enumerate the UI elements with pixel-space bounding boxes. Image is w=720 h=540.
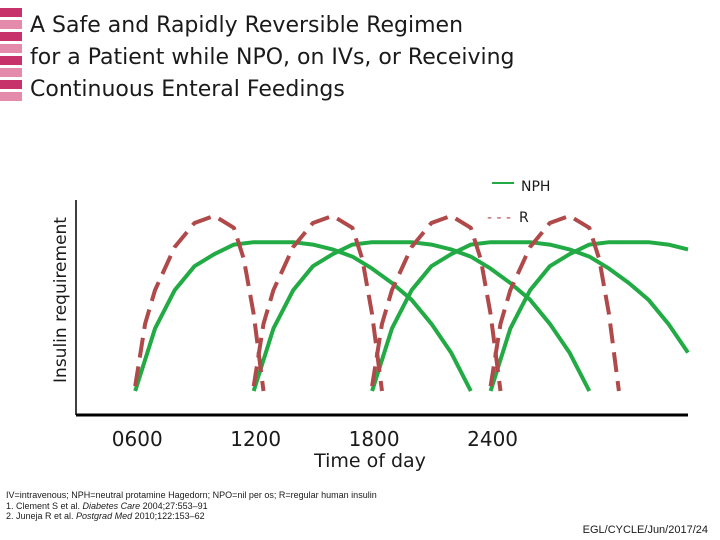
nph-dose-curve-2 xyxy=(251,240,592,392)
nph-dose-curve-1 xyxy=(133,240,473,392)
reference-1-suffix: 2004;27:553–91 xyxy=(140,500,208,511)
chart-curves xyxy=(133,213,690,392)
reference-2-journal: Postgrad Med xyxy=(76,511,133,521)
accent-stripe xyxy=(0,68,22,77)
x-tick-label-1200: 1200 xyxy=(230,427,281,451)
title-accent-stripes xyxy=(0,8,22,104)
accent-stripe xyxy=(0,44,22,53)
reference-1-journal: Diabetes Care xyxy=(82,500,141,511)
title-line-2: for a Patient while NPO, on IVs, or Rece… xyxy=(30,45,515,70)
reference-2-suffix: 2010;122:153–62 xyxy=(132,511,205,521)
slide-code: EGL/CYCLE/Jun/2017/24 xyxy=(582,524,708,536)
accent-stripe xyxy=(0,56,22,65)
r-dose-curve-2 xyxy=(251,213,384,392)
x-tick-label-0600: 0600 xyxy=(112,427,163,451)
title-line-1: A Safe and Rapidly Reversible Regimen xyxy=(30,13,464,38)
y-axis-label: Insulin requirement xyxy=(51,217,71,383)
accent-stripe xyxy=(0,20,22,29)
slide-title: A Safe and Rapidly Reversible Regimen fo… xyxy=(30,10,630,106)
legend-nph-label: NPH xyxy=(521,179,550,195)
accent-stripe xyxy=(0,80,22,89)
reference-2: 2. Juneja R et al. Postgrad Med 2010;122… xyxy=(6,511,466,522)
reference-1-prefix: 1. Clement S et al. xyxy=(6,500,83,511)
x-tick-labels: 0600 1200 1800 2400 xyxy=(112,427,518,451)
x-axis-label: Time of day xyxy=(313,450,426,472)
accent-stripe xyxy=(0,32,22,41)
nph-dose-curve-3 xyxy=(370,240,690,392)
legend-r-swatch: - - - xyxy=(487,210,511,226)
chart-legend: NPH - - - R xyxy=(487,179,550,226)
x-tick-label-1800: 1800 xyxy=(349,427,400,451)
x-tick-label-2400: 2400 xyxy=(467,427,518,451)
abbreviations-note: IV=intravenous; NPH=neutral protamine Ha… xyxy=(6,490,377,500)
nph-dose-curve-4 xyxy=(488,240,689,392)
accent-stripe xyxy=(0,92,22,101)
accent-stripe xyxy=(0,8,22,17)
legend-r-label: R xyxy=(519,210,529,226)
reference-2-prefix: 2. Juneja R et al. xyxy=(6,511,77,521)
reference-1: 1. Clement S et al. Diabetes Care 2004;2… xyxy=(6,501,466,512)
r-dose-curve-4 xyxy=(488,213,621,392)
r-dose-curve-3 xyxy=(370,213,503,392)
r-dose-curve-1 xyxy=(133,213,266,392)
footnotes: IV=intravenous; NPH=neutral protamine Ha… xyxy=(6,490,466,522)
title-line-3: Continuous Enteral Feedings xyxy=(30,77,345,102)
